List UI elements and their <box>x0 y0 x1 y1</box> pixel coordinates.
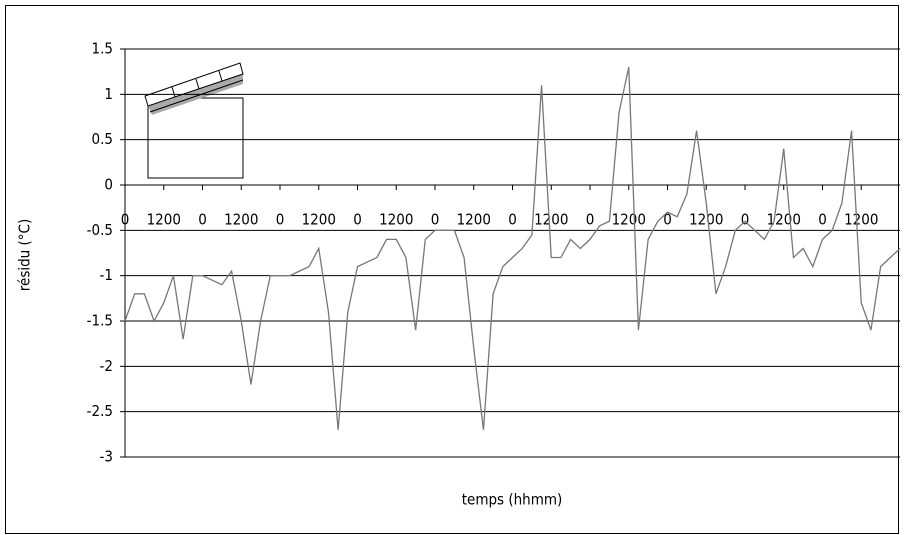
y-tick-label: -2.5 <box>87 402 113 420</box>
y-tick-label: 1.5 <box>92 40 113 58</box>
y-tick-label: -1.5 <box>87 312 113 330</box>
x-tick-label: 1200 <box>844 211 878 229</box>
y-tick-label: -2 <box>100 357 113 375</box>
y-tick-label: -1 <box>100 266 113 284</box>
x-tick-label: 1200 <box>534 211 568 229</box>
x-tick-label: 1200 <box>612 211 646 229</box>
x-tick-label: 1200 <box>689 211 723 229</box>
x-tick-label: 0 <box>121 211 130 229</box>
x-tick-label: 0 <box>353 211 362 229</box>
x-tick-label: 1200 <box>147 211 181 229</box>
x-tick-label: 1200 <box>457 211 491 229</box>
chart-frame <box>5 5 899 534</box>
x-tick-label: 0 <box>818 211 827 229</box>
x-tick-label: 1200 <box>379 211 413 229</box>
x-tick-label: 0 <box>431 211 440 229</box>
y-tick-label: 0.5 <box>92 130 113 148</box>
y-axis-label: résidu (°C) <box>16 219 34 291</box>
y-tick-label: 0 <box>104 176 113 194</box>
x-tick-label: 1200 <box>302 211 336 229</box>
x-tick-label: 0 <box>276 211 285 229</box>
x-tick-label: 0 <box>663 211 672 229</box>
x-tick-label: 0 <box>198 211 207 229</box>
y-tick-label: 1 <box>104 85 113 103</box>
inset-icon <box>144 62 244 179</box>
y-tick-label: -3 <box>100 448 113 466</box>
x-tick-label: 0 <box>741 211 750 229</box>
y-tick-label: -0.5 <box>87 221 113 239</box>
x-tick-label: 0 <box>586 211 595 229</box>
x-axis-label: temps (hhmm) <box>462 491 563 509</box>
x-tick-label: 0 <box>508 211 517 229</box>
data-line <box>124 66 901 430</box>
x-tick-label: 1200 <box>224 211 258 229</box>
